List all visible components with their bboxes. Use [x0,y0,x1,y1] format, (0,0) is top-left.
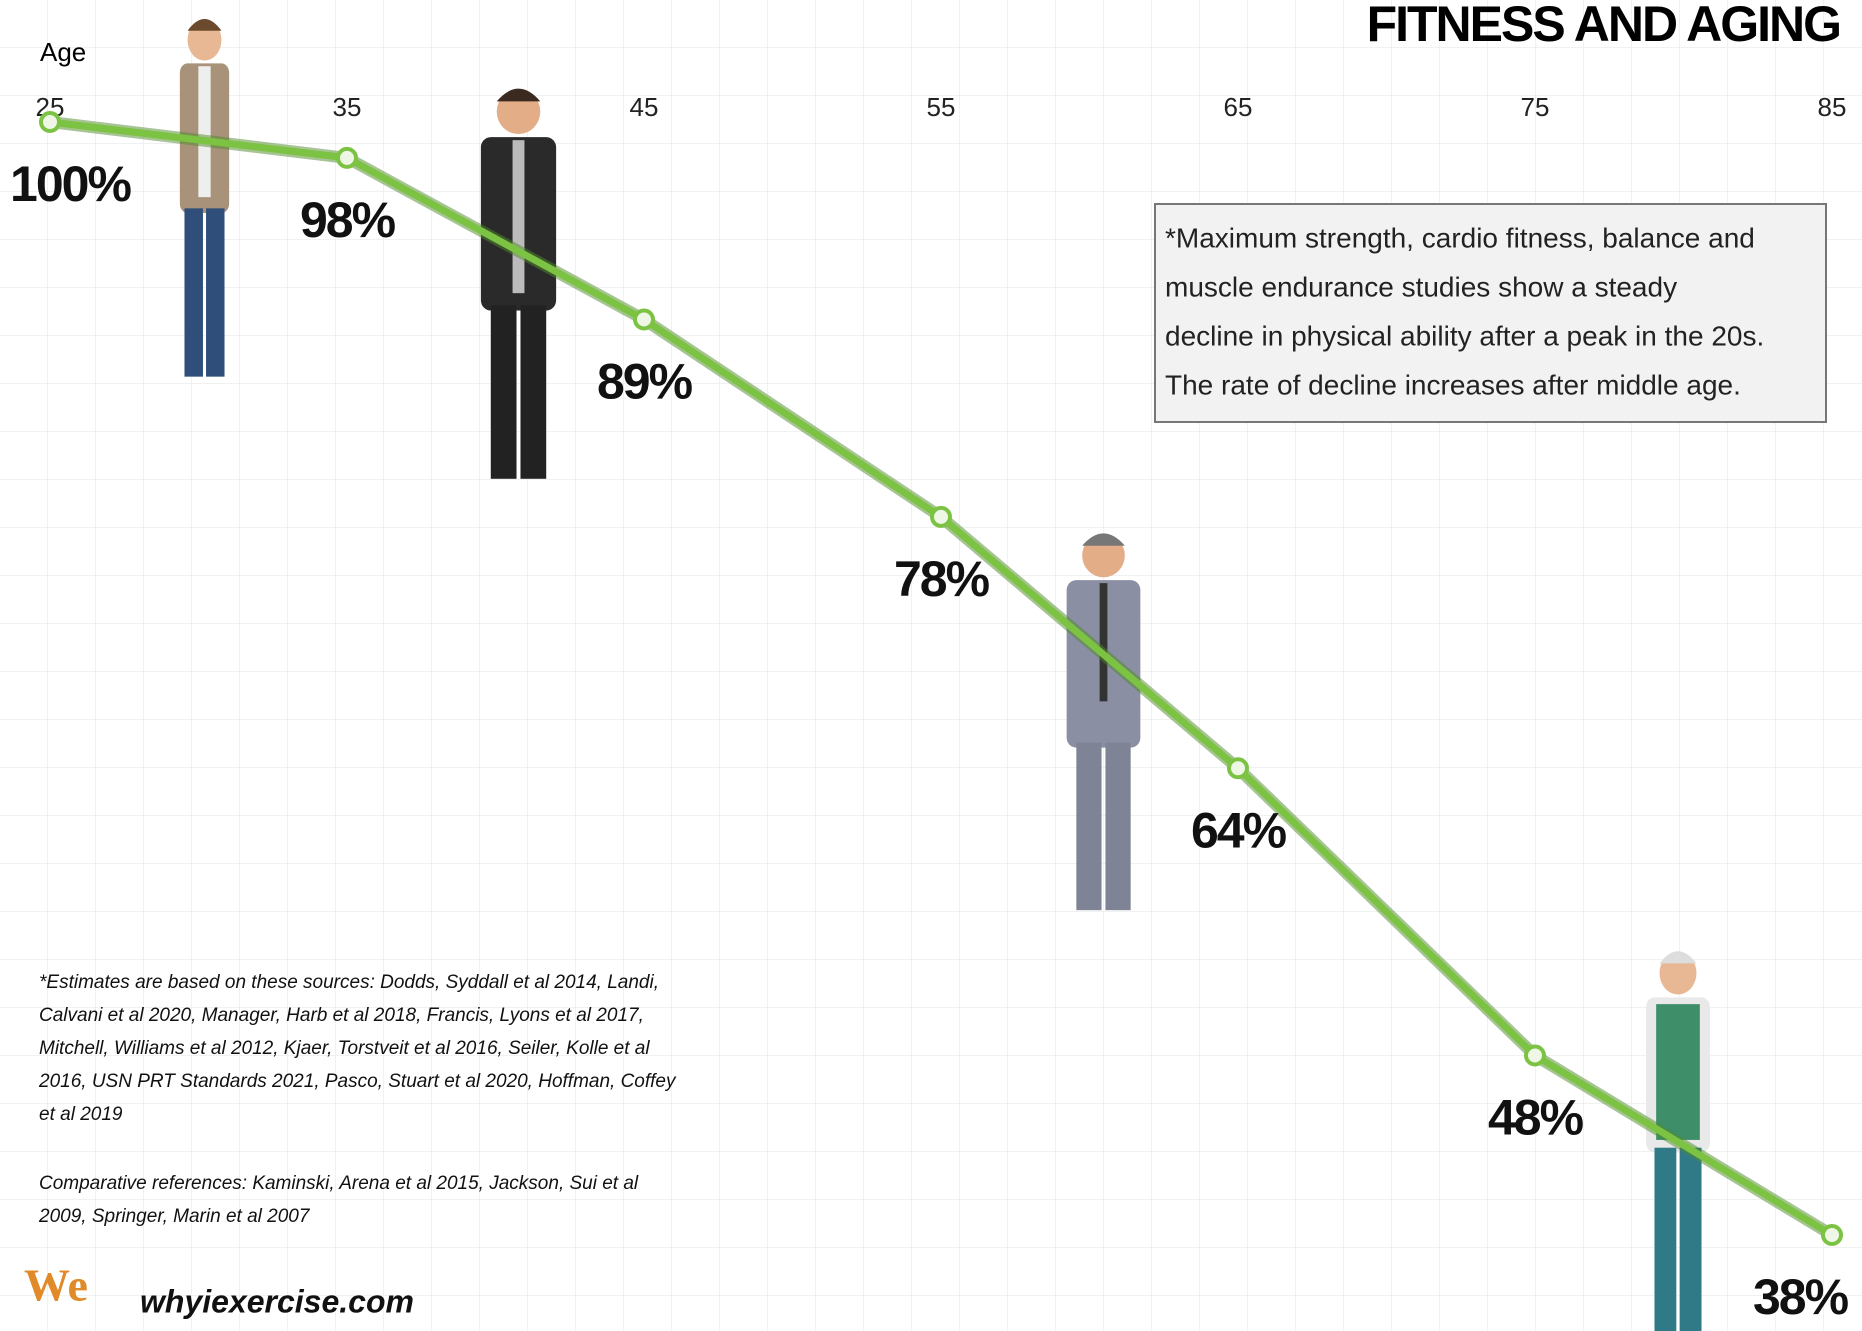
point [39,111,61,133]
value-label: 78% [894,551,990,607]
point [1524,1044,1546,1067]
references-text: Comparative references: Kaminski, Arena … [39,1173,639,1194]
figure [179,19,230,377]
value-label: 100% [10,156,131,212]
value-label: 48% [1488,1090,1584,1146]
point [930,505,952,528]
point [633,308,655,331]
note-text: *Maximum strength, cardio fitness, balan… [1165,222,1755,253]
x-tick-label: 55 [927,92,956,122]
sources-text: et al 2019 [39,1104,123,1125]
sources-text: 2016, USN PRT Standards 2021, Pasco, Stu… [38,1071,677,1092]
logo: We [24,1260,88,1311]
sources-text: *Estimates are based on these sources: D… [39,972,659,993]
chart-title: FITNESS AND AGING [1367,0,1840,52]
point [1821,1224,1843,1246]
point [336,146,358,169]
x-tick-label: 75 [1521,92,1550,122]
x-tick-label: 45 [630,92,659,122]
note-text: The rate of decline increases after midd… [1165,369,1741,400]
point [1227,757,1249,780]
value-label: 38% [1753,1269,1849,1325]
value-label: 98% [300,192,396,248]
references-text: 2009, Springer, Marin et al 2007 [38,1206,311,1227]
value-label: 89% [597,354,693,410]
figure [1646,951,1710,1331]
note-text: muscle endurance studies show a steady [1165,271,1677,302]
figure [1066,533,1141,911]
note-box [1154,203,1827,423]
x-tick-label: 65 [1224,92,1253,122]
figure [480,88,557,479]
value-label: 64% [1191,802,1287,858]
sources-text: Mitchell, Williams et al 2012, Kjaer, To… [39,1038,650,1059]
sources-text: Calvani et al 2020, Manager, Harb et al … [39,1005,644,1026]
x-tick-label: 35 [333,92,362,122]
x-axis-label: Age [40,37,86,67]
x-tick-label: 85 [1818,92,1847,122]
note-text: decline in physical ability after a peak… [1165,320,1764,351]
website: whyiexercise.com [140,1283,414,1319]
